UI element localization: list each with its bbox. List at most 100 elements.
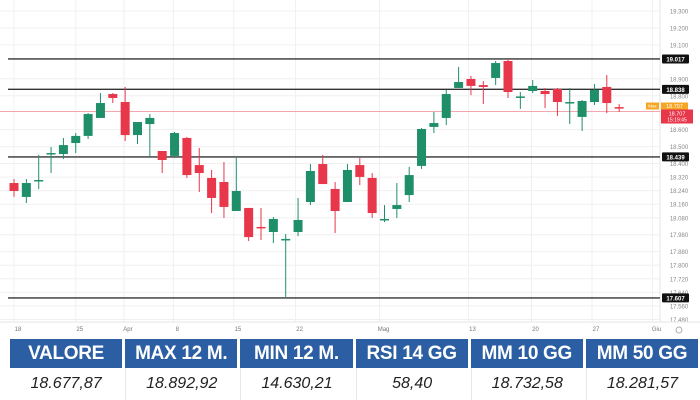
- candle-up: [454, 82, 464, 88]
- candle-up: [491, 63, 501, 78]
- candle-down: [108, 94, 118, 98]
- candle-down: [602, 86, 612, 104]
- x-tick-label: 20: [532, 327, 539, 333]
- y-tick-label: 17.560: [670, 304, 689, 310]
- candle-up: [71, 135, 81, 144]
- y-tick-label: 18.240: [670, 189, 689, 195]
- candle-down: [552, 88, 562, 103]
- candle-up: [417, 128, 427, 166]
- level-label: 18.439: [666, 155, 685, 161]
- y-tick-label: 18.400: [670, 162, 689, 168]
- candle-up: [305, 170, 315, 203]
- max-value-label: 18.707: [666, 104, 683, 110]
- candlestick-chart: 19.300 19.200 19.100 18.900 18.800 18.600 18.5…: [0, 0, 700, 334]
- y-tick-label: 17.880: [670, 250, 689, 256]
- y-tick-label: 17.720: [670, 277, 689, 283]
- stat-value: 18.732,58: [470, 368, 583, 400]
- candle-down: [157, 151, 167, 160]
- x-tick-label: 25: [76, 327, 83, 333]
- y-tick-label: 19.300: [670, 10, 689, 16]
- y-tick-label: 17.480: [670, 318, 689, 324]
- level-tag: [662, 152, 689, 162]
- x-tick-label: Apr: [123, 327, 132, 333]
- candle-up: [95, 103, 105, 118]
- x-tick-label: 15: [234, 327, 241, 333]
- candle-up: [577, 101, 587, 117]
- stat-mm-10: MM 10 GG 18.732,58: [470, 339, 583, 400]
- candle-up: [170, 133, 180, 156]
- y-tick-label: 18.600: [670, 128, 689, 134]
- candle-down: [120, 102, 130, 136]
- candle-down: [207, 177, 217, 198]
- last-price-label: 18.707: [669, 112, 686, 118]
- last-price-time: 15:19:45: [667, 118, 687, 124]
- x-tick-label: Mag: [378, 327, 390, 333]
- candle-down: [330, 188, 340, 211]
- candle-up: [392, 205, 402, 209]
- candle-up: [528, 85, 538, 92]
- stat-header: VALORE: [10, 339, 123, 368]
- candle-up: [380, 218, 389, 221]
- candle-down: [466, 78, 476, 86]
- y-tick-label: 18.900: [670, 77, 689, 83]
- candle-up: [342, 169, 352, 203]
- level-tag: [662, 84, 689, 94]
- x-tick-label: 18: [15, 327, 22, 333]
- y-tick-label: 18.500: [670, 145, 689, 151]
- stat-value: 18.677,87: [30, 375, 102, 392]
- x-tick-label: Giu: [652, 327, 661, 333]
- max-tag-label: Max: [648, 104, 657, 109]
- y-tick-label: 19.200: [670, 26, 689, 32]
- stat-value: 14.630,21: [240, 368, 352, 400]
- max-value-tag: [661, 102, 688, 110]
- candle-down: [219, 182, 229, 207]
- max-tag: [646, 102, 659, 110]
- stat-rsi-14: RSI 14 GG 58,40: [355, 339, 468, 400]
- candle-down: [355, 165, 365, 177]
- candle-up: [429, 123, 439, 127]
- y-tick-label: 18.320: [670, 176, 689, 182]
- candle-down: [318, 164, 328, 185]
- stat-value: 18.281,57: [585, 368, 698, 400]
- stat-header: RSI 14 GG: [355, 339, 468, 368]
- stat-header: MM 50 GG: [585, 339, 699, 368]
- candle-up: [58, 145, 68, 155]
- settings-icon: [675, 326, 683, 334]
- candle-down: [614, 107, 624, 109]
- candle-up: [281, 238, 291, 241]
- level-label: 19.017: [666, 57, 685, 63]
- x-tick-label: 8: [176, 327, 180, 333]
- stat-value: 18.892,92: [125, 368, 237, 400]
- stat-header: MAX 12 M.: [125, 339, 238, 368]
- candle-down: [9, 183, 19, 191]
- y-tick-label: 18.080: [670, 216, 689, 222]
- stat-max-12m: MAX 12 M. 18.892,92: [125, 339, 238, 400]
- candle-up: [133, 122, 142, 136]
- candle-down: [503, 61, 513, 93]
- candle-up: [589, 89, 599, 103]
- candle-down: [244, 207, 254, 238]
- candle-down: [540, 91, 550, 95]
- candle-up: [293, 219, 303, 233]
- level-tag: [662, 54, 689, 64]
- level-label: 17.607: [666, 296, 685, 302]
- candle-up: [404, 175, 414, 196]
- y-tick-label: 18.160: [670, 203, 689, 209]
- candle-up: [515, 96, 525, 98]
- stats-table: VALORE 18.677,87 MAX 12 M. 18.892,92 MIN 1…: [10, 339, 699, 400]
- candle-up: [34, 179, 44, 182]
- candle-down: [367, 177, 377, 214]
- y-tick-label: 18.800: [670, 94, 689, 100]
- y-tick-label: 17.980: [670, 233, 689, 239]
- stat-valore: VALORE 18.677,87: [10, 339, 123, 400]
- candle-up: [21, 183, 31, 197]
- candle-up: [231, 190, 241, 211]
- x-tick-label: 13: [469, 327, 476, 333]
- stat-min-12m: MIN 12 M. 14.630,21: [240, 339, 353, 400]
- candle-up: [83, 114, 93, 136]
- candle-up: [441, 94, 451, 118]
- candle-up: [565, 102, 575, 104]
- y-tick-label: 17.800: [670, 264, 689, 270]
- candle-down: [194, 165, 204, 174]
- stat-header: MIN 12 M.: [240, 339, 353, 368]
